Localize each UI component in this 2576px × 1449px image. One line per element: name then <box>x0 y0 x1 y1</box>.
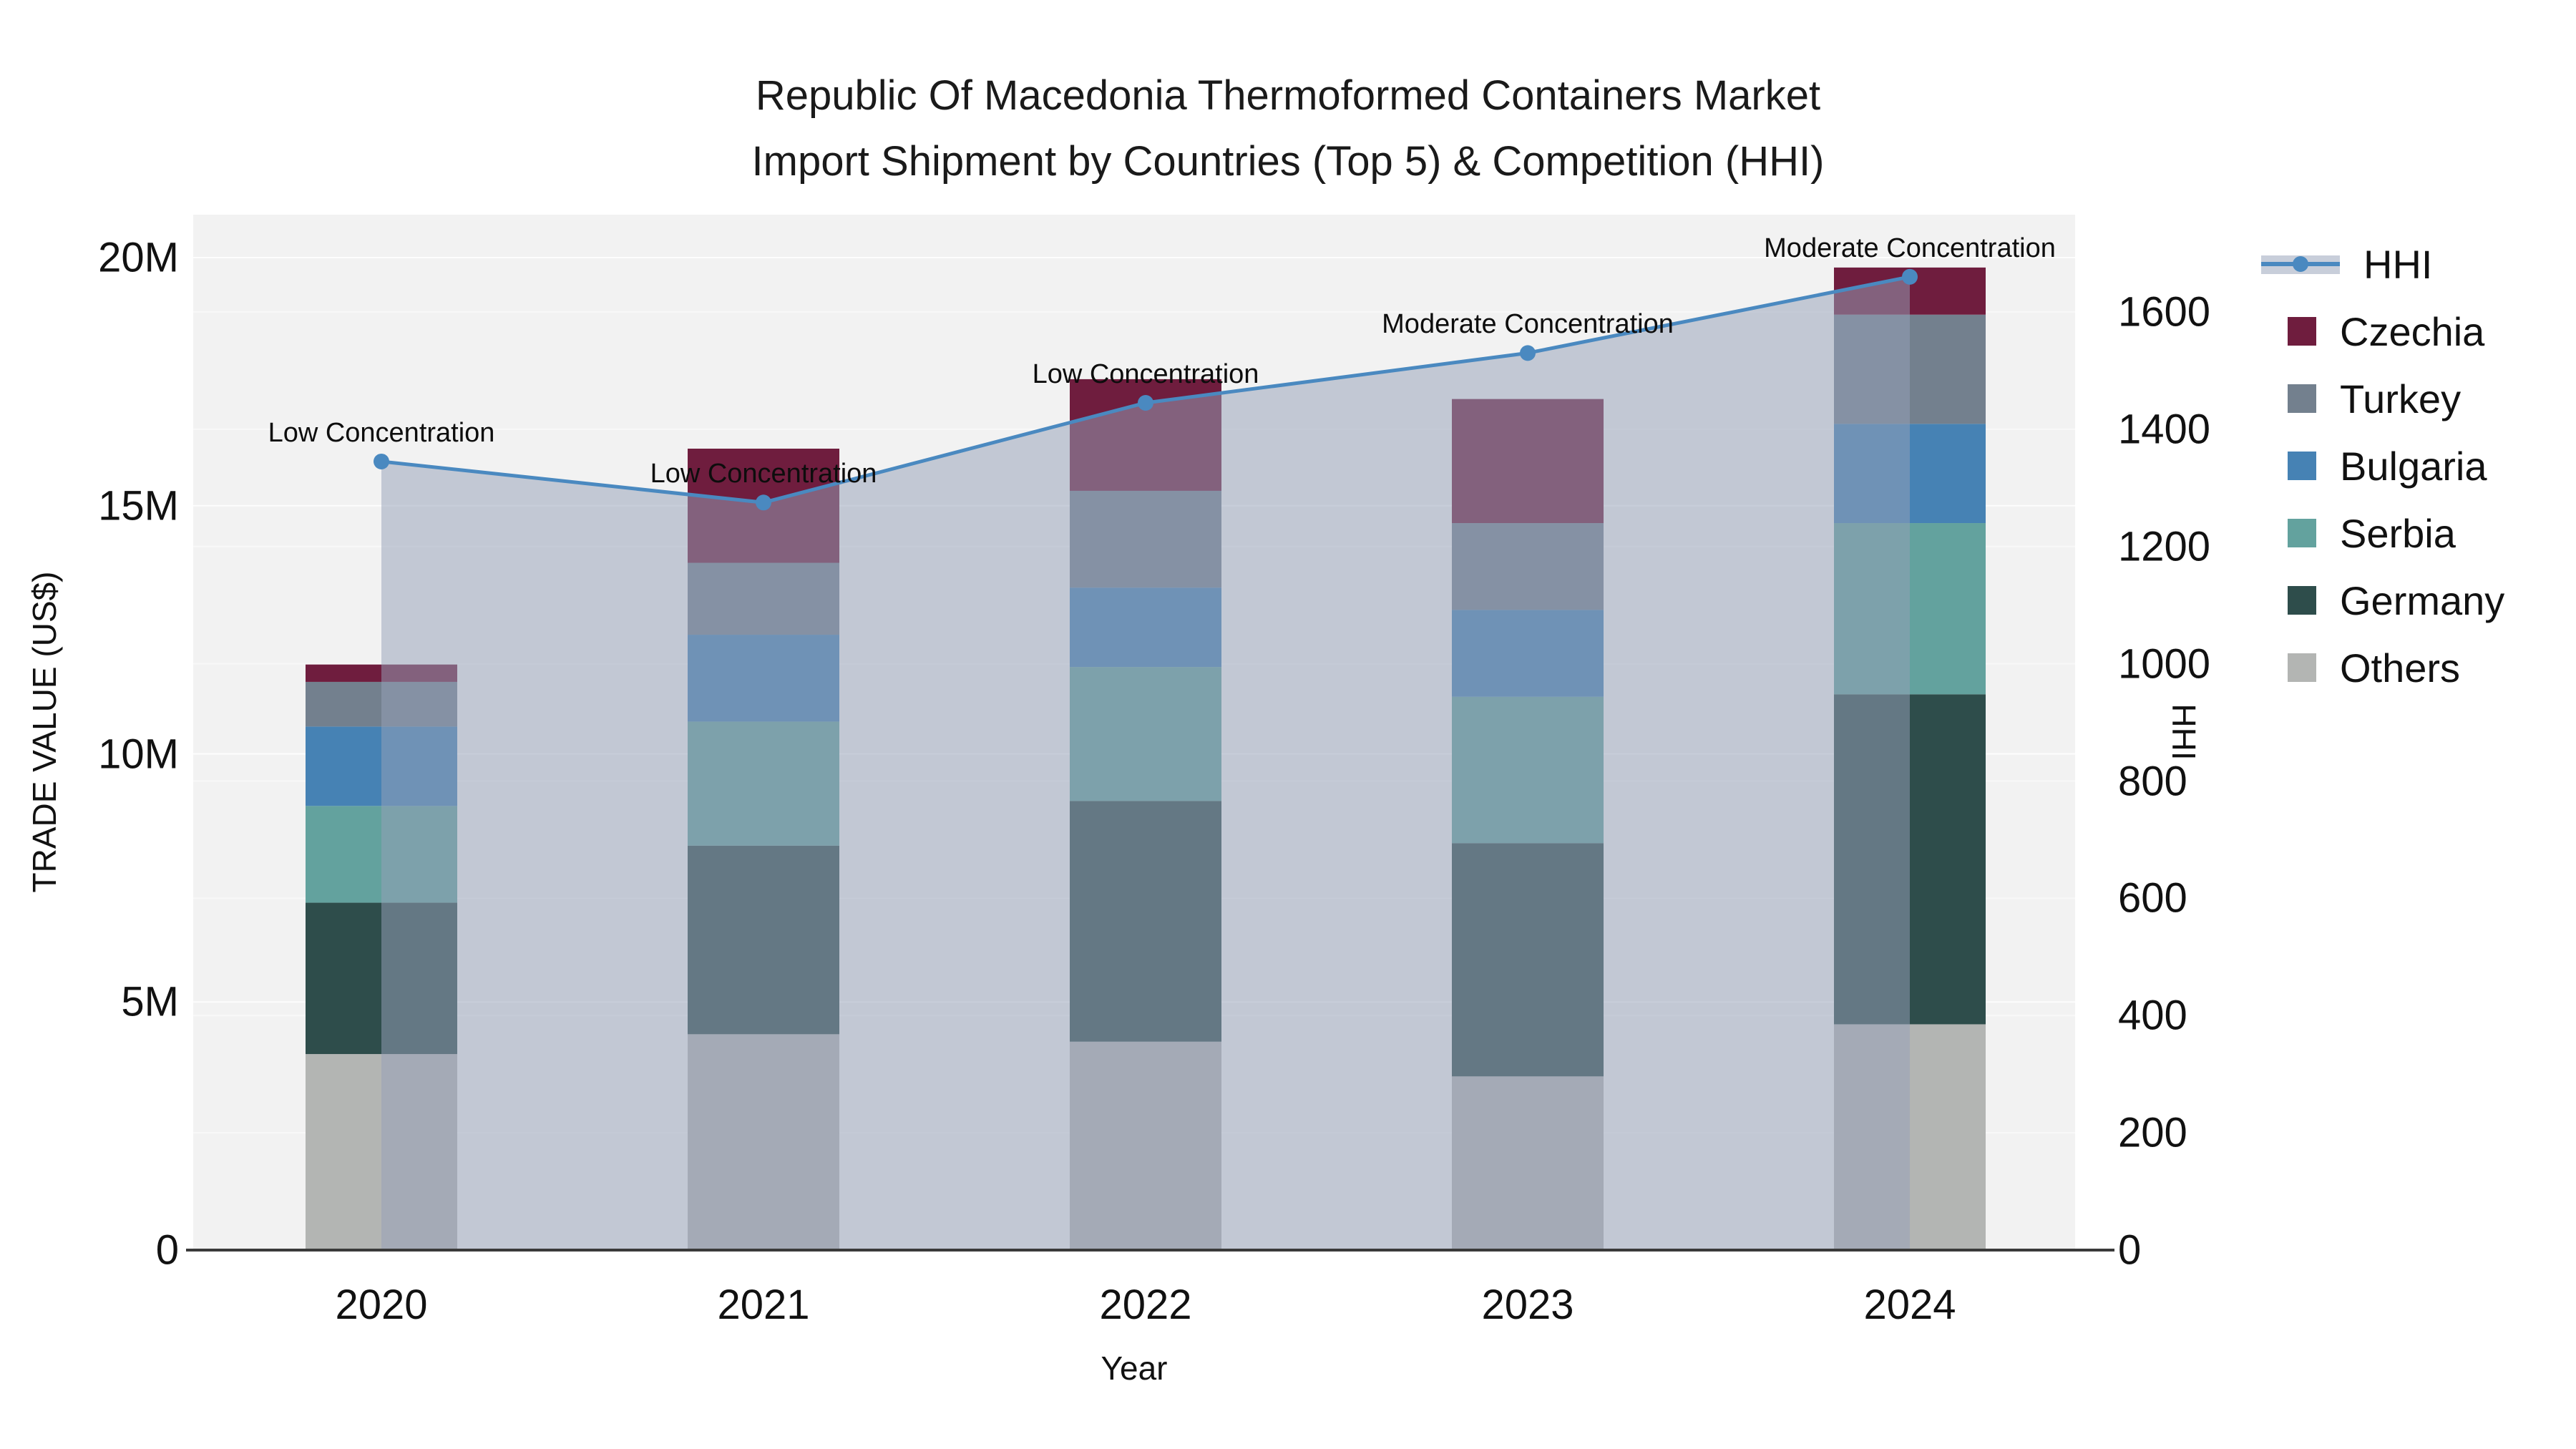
x-axis-title: Year <box>1101 1350 1168 1387</box>
legend-label-czechia: Czechia <box>2340 308 2485 354</box>
legend-item-turkey[interactable]: Turkey <box>2261 365 2504 432</box>
y-right-tick-600: 600 <box>2118 874 2187 922</box>
y-left-tick-5M: 5M <box>121 978 179 1025</box>
y-right-tick-1000: 1000 <box>2118 640 2211 688</box>
x-tick-2022: 2022 <box>1099 1282 1192 1328</box>
y-left-axis-title: TRADE VALUE (US$) <box>26 571 63 893</box>
legend-item-bulgaria[interactable]: Bulgaria <box>2261 432 2504 499</box>
annotation-2022: Low Concentration <box>1032 359 1259 389</box>
legend-item-germany[interactable]: Germany <box>2261 567 2504 634</box>
y-right-tick-200: 200 <box>2118 1109 2187 1156</box>
legend: HHI Czechia Turkey Bulgaria Serbia Germany Oth… <box>2261 230 2504 701</box>
y-left-tick-15M: 15M <box>98 482 179 530</box>
legend-label-others: Others <box>2340 645 2461 691</box>
hhi-marker-2024[interactable] <box>1902 268 1918 285</box>
legend-item-serbia[interactable]: Serbia <box>2261 499 2504 567</box>
legend-item-others[interactable]: Others <box>2261 634 2504 701</box>
legend-label-serbia: Serbia <box>2340 510 2456 556</box>
legend-item-czechia[interactable]: Czechia <box>2261 298 2504 365</box>
y-right-tick-400: 400 <box>2118 992 2187 1039</box>
y-right-tick-800: 800 <box>2118 758 2187 804</box>
chart-title-line2: Import Shipment by Countries (Top 5) & C… <box>751 138 1825 185</box>
x-tick-2023: 2023 <box>1481 1282 1574 1328</box>
legend-hhi-marker <box>2293 256 2308 272</box>
x-tick-2021: 2021 <box>717 1282 810 1328</box>
y-left-tick-20M: 20M <box>98 234 179 281</box>
legend-swatch-czechia <box>2288 317 2316 346</box>
y-right-axis-title: HHI <box>2165 703 2202 761</box>
legend-swatch-bulgaria <box>2288 452 2316 480</box>
legend-swatch-others <box>2288 653 2316 682</box>
legend-label-hhi: HHI <box>2363 241 2433 287</box>
chart-title: Republic Of Macedonia Thermoformed Conta… <box>0 63 2576 195</box>
legend-label-turkey: Turkey <box>2340 376 2462 421</box>
y-right-tick-1600: 1600 <box>2118 288 2211 336</box>
hhi-marker-2023[interactable] <box>1520 345 1536 361</box>
annotation-2024: Moderate Concentration <box>1764 233 2056 263</box>
y-left-tick-10M: 10M <box>98 731 179 777</box>
hhi-marker-2021[interactable] <box>756 494 771 511</box>
annotation-2021: Low Concentration <box>650 459 877 489</box>
x-tick-2020: 2020 <box>335 1282 428 1328</box>
legend-swatch-germany <box>2288 586 2316 615</box>
x-tick-2024: 2024 <box>1863 1282 1956 1328</box>
legend-label-bulgaria: Bulgaria <box>2340 443 2487 489</box>
legend-swatch-serbia <box>2288 519 2316 547</box>
chart-title-line1: Republic Of Macedonia Thermoformed Conta… <box>755 72 1821 119</box>
hhi-marker-2022[interactable] <box>1138 395 1153 411</box>
legend-swatch-turkey <box>2288 384 2316 413</box>
legend-hhi-line-swatch <box>2261 250 2340 278</box>
legend-label-germany: Germany <box>2340 577 2505 623</box>
y-right-tick-0: 0 <box>2118 1226 2142 1274</box>
y-left-tick-0: 0 <box>155 1226 179 1274</box>
hhi-marker-2020[interactable] <box>374 453 389 469</box>
annotation-2023: Moderate Concentration <box>1382 309 1674 340</box>
y-right-tick-1400: 1400 <box>2118 406 2211 453</box>
annotation-2020: Low Concentration <box>268 417 495 448</box>
hhi-area-fill <box>381 276 1910 1250</box>
legend-item-hhi[interactable]: HHI <box>2261 230 2504 298</box>
y-right-tick-1200: 1200 <box>2118 523 2211 570</box>
